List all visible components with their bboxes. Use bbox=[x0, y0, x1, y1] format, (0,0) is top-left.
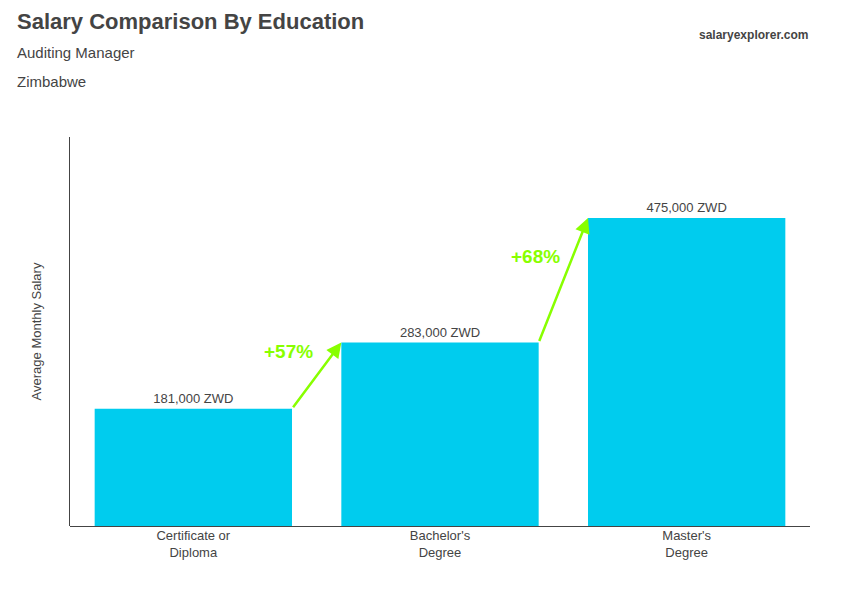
svg-text:Bachelor'sDegree: Bachelor'sDegree bbox=[410, 528, 471, 560]
svg-text:salaryexplorer.com: salaryexplorer.com bbox=[699, 28, 808, 42]
svg-text:181,000 ZWD: 181,000 ZWD bbox=[153, 391, 233, 406]
svg-text:+57%: +57% bbox=[264, 341, 313, 362]
svg-text:Salary Comparison By Education: Salary Comparison By EducationAuditing M… bbox=[17, 9, 364, 89]
svg-text:475,000 ZWD: 475,000 ZWD bbox=[647, 200, 727, 215]
svg-text:+68%: +68% bbox=[511, 246, 560, 267]
svg-text:Master'sDegree: Master'sDegree bbox=[662, 528, 711, 560]
svg-text:Certificate orDiploma: Certificate orDiploma bbox=[156, 528, 230, 560]
svg-text:Average Monthly Salary: Average Monthly Salary bbox=[29, 262, 44, 400]
svg-text:283,000 ZWD: 283,000 ZWD bbox=[400, 325, 480, 340]
